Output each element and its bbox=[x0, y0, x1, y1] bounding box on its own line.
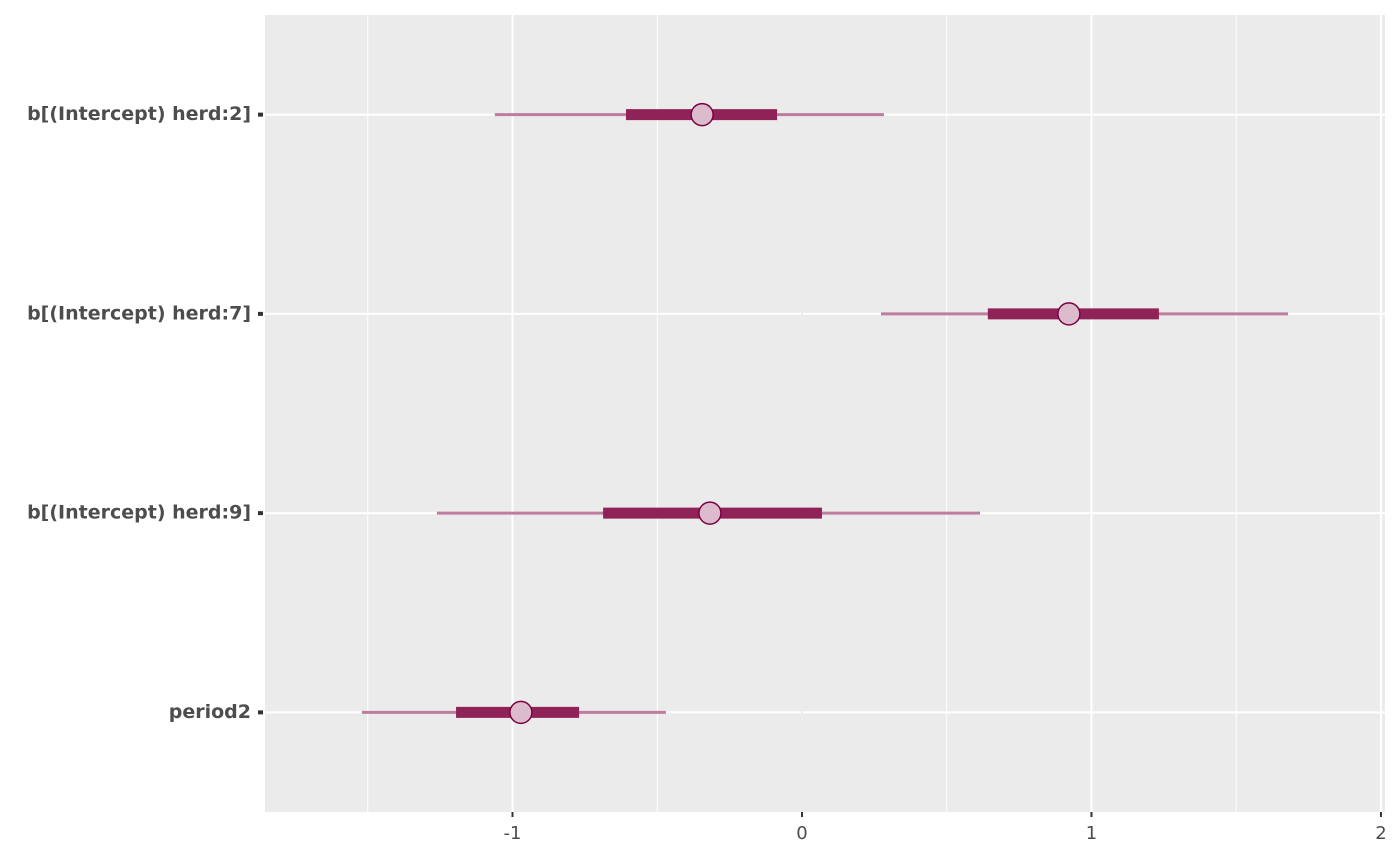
y-tick-label: b[(Intercept) herd:7] bbox=[27, 302, 251, 324]
y-tick-label: b[(Intercept) herd:9] bbox=[27, 502, 251, 524]
x-tick-label: -1 bbox=[504, 823, 522, 844]
x-tick-label: 2 bbox=[1375, 823, 1386, 844]
panel bbox=[265, 15, 1385, 812]
y-tick-label: period2 bbox=[169, 701, 251, 723]
x-tick-label: 0 bbox=[796, 823, 807, 844]
y-tick-label: b[(Intercept) herd:2] bbox=[27, 103, 251, 125]
median-point bbox=[690, 102, 714, 127]
median-point bbox=[509, 700, 533, 725]
x-tick-label: 1 bbox=[1086, 823, 1097, 844]
median-point bbox=[698, 501, 722, 525]
median-point bbox=[1057, 302, 1081, 326]
